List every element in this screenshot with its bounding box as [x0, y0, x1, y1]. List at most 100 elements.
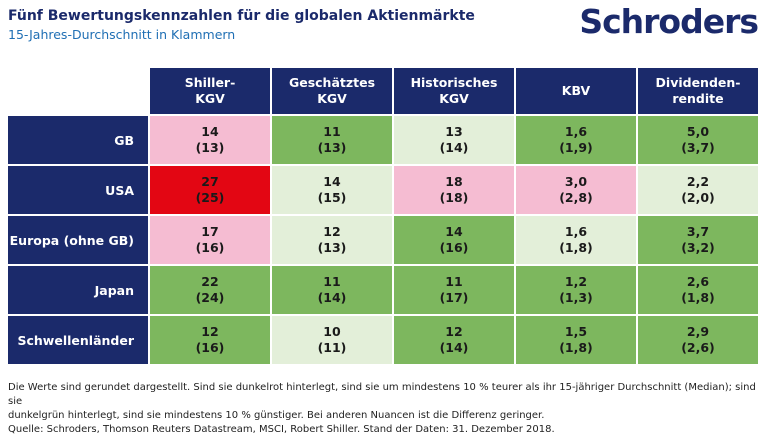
cell-average: (1,8): [559, 340, 593, 355]
cell-average: (18): [439, 190, 469, 205]
cell: 12 (13): [272, 216, 392, 264]
row-label: Japan: [8, 266, 148, 314]
cell-average: (1,9): [559, 140, 593, 155]
cell-value: 14: [201, 124, 219, 139]
cell: 11 (13): [272, 116, 392, 164]
cell-average: (14): [439, 140, 469, 155]
cell: 27 (25): [150, 166, 270, 214]
cell-average: (2,8): [559, 190, 593, 205]
cell-value: 2,9: [686, 324, 710, 339]
header-line: rendite: [672, 91, 724, 106]
row-label: Schwellenländer: [8, 316, 148, 364]
cell-value: 12: [323, 224, 341, 239]
cell-average: (15): [317, 190, 347, 205]
header-line: Geschätztes: [288, 75, 376, 90]
cell: 1,5 (1,8): [516, 316, 636, 364]
cell-average: (1,8): [681, 290, 715, 305]
cell: 3,7 (3,2): [638, 216, 758, 264]
header-line: KGV: [195, 91, 225, 106]
cell-average: (13): [195, 140, 225, 155]
cell-average: (24): [195, 290, 225, 305]
cell: 2,9 (2,6): [638, 316, 758, 364]
cell: 1,2 (1,3): [516, 266, 636, 314]
cell-value: 13: [445, 124, 463, 139]
header-line: Dividenden-: [655, 75, 741, 90]
cell-average: (13): [317, 140, 347, 155]
footer: Die Werte sind gerundet dargestellt. Sin…: [8, 381, 770, 437]
cell-average: (3,7): [681, 140, 715, 155]
cell-average: (16): [195, 240, 225, 255]
cell-average: (17): [439, 290, 469, 305]
cell-value: 12: [445, 324, 463, 339]
cell-average: (14): [439, 340, 469, 355]
cell: 11 (14): [272, 266, 392, 314]
subtitle: 15-Jahres-Durchschnitt in Klammern: [8, 27, 236, 42]
cell-average: (1,3): [559, 290, 593, 305]
header-line: KGV: [317, 91, 347, 106]
cell: 3,0 (2,8): [516, 166, 636, 214]
column-header: KBV: [516, 68, 636, 114]
column-header: Geschätztes KGV: [272, 68, 392, 114]
cell-average: (14): [317, 290, 347, 305]
cell-average: (16): [439, 240, 469, 255]
cell: 12 (16): [150, 316, 270, 364]
footer-line: Die Werte sind gerundet dargestellt. Sin…: [8, 382, 756, 407]
column-header: Dividenden-rendite: [638, 68, 758, 114]
cell: 1,6 (1,9): [516, 116, 636, 164]
cell-average: (11): [317, 340, 347, 355]
cell-average: (1,8): [559, 240, 593, 255]
cell: 12 (14): [394, 316, 514, 364]
cell-value: 3,7: [686, 224, 710, 239]
cell-value: 14: [323, 174, 341, 189]
column-header: Shiller- KGV: [150, 68, 270, 114]
cell: 14 (16): [394, 216, 514, 264]
logo: Schroders: [579, 2, 759, 41]
cell-value: 1,6: [564, 124, 588, 139]
row-label: USA: [8, 166, 148, 214]
cell-value: 18: [445, 174, 463, 189]
cell: 11 (17): [394, 266, 514, 314]
cell: 17 (16): [150, 216, 270, 264]
cell: 2,6 (1,8): [638, 266, 758, 314]
column-header: Historisches KGV: [394, 68, 514, 114]
cell-value: 11: [323, 124, 341, 139]
cell: 5,0 (3,7): [638, 116, 758, 164]
cell-value: 1,2: [564, 274, 588, 289]
cell: 22 (24): [150, 266, 270, 314]
footer-line: dunkelgrün hinterlegt, sind sie mindeste…: [8, 410, 545, 421]
row-label: Europa (ohne GB): [8, 216, 148, 264]
cell-average: (16): [195, 340, 225, 355]
cell-average: (2,6): [681, 340, 715, 355]
cell-average: (25): [195, 190, 225, 205]
cell: 10 (11): [272, 316, 392, 364]
cell-value: 22: [201, 274, 219, 289]
cell-value: 12: [201, 324, 219, 339]
row-label: GB: [8, 116, 148, 164]
cell: 1,6 (1,8): [516, 216, 636, 264]
cell: 18 (18): [394, 166, 514, 214]
cell-value: 17: [201, 224, 219, 239]
cell-value: 27: [201, 174, 219, 189]
cell: 2,2 (2,0): [638, 166, 758, 214]
cell-average: (3,2): [681, 240, 715, 255]
cell-value: 2,6: [686, 274, 710, 289]
cell-value: 5,0: [686, 124, 710, 139]
cell-average: (13): [317, 240, 347, 255]
cell-value: 1,5: [564, 324, 588, 339]
cell: 14 (13): [150, 116, 270, 164]
title: Fünf Bewertungskennzahlen für die global…: [8, 8, 475, 24]
cell-value: 3,0: [564, 174, 588, 189]
footer-line: Quelle: Schroders, Thomson Reuters Datas…: [8, 424, 555, 435]
cell-average: (2,0): [681, 190, 715, 205]
cell: 13 (14): [394, 116, 514, 164]
cell-value: 1,6: [564, 224, 588, 239]
header-line: KBV: [561, 83, 591, 98]
cell-value: 11: [445, 274, 463, 289]
header-line: Shiller-: [184, 75, 236, 90]
header-line: Historisches: [410, 75, 498, 90]
cell-value: 11: [323, 274, 341, 289]
cell-value: 10: [323, 324, 341, 339]
cell-value: 2,2: [686, 174, 710, 189]
cell: 14 (15): [272, 166, 392, 214]
